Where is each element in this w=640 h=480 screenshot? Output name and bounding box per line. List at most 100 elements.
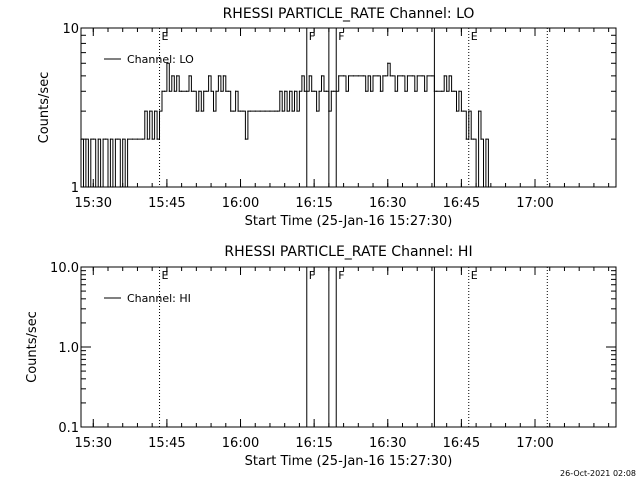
data-point (318, 90, 320, 92)
data-point (254, 110, 256, 112)
x-axis-label: Start Time (25-Jan-16 15:27:30) (245, 454, 453, 469)
data-point (333, 90, 335, 92)
data-point (149, 110, 151, 112)
data-point (220, 90, 222, 92)
y-tick-label: 10.0 (50, 261, 79, 276)
y-tick-label: 0.1 (58, 421, 79, 436)
data-point (131, 138, 134, 140)
data-point (279, 90, 281, 92)
data-point (460, 110, 462, 112)
data-point (156, 138, 158, 140)
data-point (455, 110, 458, 112)
data-point (112, 186, 114, 188)
data-point (190, 90, 193, 92)
data-point (274, 110, 276, 112)
data-point (372, 75, 374, 77)
data-point (146, 138, 148, 140)
data-point (284, 90, 286, 92)
data-point (433, 90, 435, 92)
data-point (308, 75, 310, 77)
legend-label: Channel: HI (127, 292, 191, 305)
data-point (443, 75, 445, 77)
data-point (200, 110, 202, 112)
data-point (298, 90, 301, 92)
data-point (377, 75, 379, 77)
event-marker-label: E (162, 30, 169, 43)
data-point (470, 138, 472, 140)
data-point (367, 75, 369, 77)
data-point (477, 110, 480, 112)
data-point (97, 138, 99, 140)
data-point (389, 75, 391, 77)
data-point (289, 90, 291, 92)
data-point (141, 138, 143, 140)
chart-title: RHESSI PARTICLE_RATE Channel: LO (223, 6, 475, 22)
plot-frame (80, 27, 617, 188)
data-point (347, 75, 350, 77)
data-point (90, 138, 92, 140)
data-point (127, 138, 129, 140)
y-tick-label: 10 (62, 22, 79, 37)
data-point (163, 90, 166, 92)
event-marker-label: F (338, 269, 344, 282)
data-point (210, 90, 212, 92)
data-point (446, 90, 448, 92)
data-point (465, 138, 467, 140)
data-point (269, 110, 271, 112)
data-point (173, 90, 175, 92)
data-point (301, 75, 303, 77)
data-point (352, 75, 355, 77)
legend-label: Channel: LO (127, 53, 194, 66)
data-point (401, 75, 404, 77)
data-point (345, 90, 347, 92)
event-marker-label: F (309, 269, 315, 282)
data-point (171, 75, 173, 77)
x-tick-label: 17:00 (516, 436, 553, 451)
data-point (205, 90, 207, 92)
y-tick-label: 1 (71, 181, 79, 196)
event-marker-label: F (338, 30, 344, 43)
data-point (212, 110, 215, 112)
data-point (487, 186, 489, 188)
data-point (249, 110, 251, 112)
data-point (230, 110, 232, 112)
data-point (122, 138, 124, 140)
data-point (468, 110, 470, 112)
data-point (144, 110, 146, 112)
data-point (458, 90, 460, 92)
data-point (315, 110, 318, 112)
x-tick-label: 16:15 (295, 196, 332, 211)
data-point (193, 90, 195, 92)
data-point (114, 138, 116, 140)
data-point (242, 110, 244, 112)
data-point (404, 90, 406, 92)
data-point (303, 90, 305, 92)
data-point (392, 75, 394, 77)
x-tick-label: 16:30 (369, 196, 406, 211)
panel-lo-channel: RHESSI PARTICLE_RATE Channel: LO 15:30 15:… (37, 6, 617, 229)
data-point (95, 186, 97, 188)
data-point (313, 90, 315, 92)
data-point (225, 90, 227, 92)
y-tick-label: 1.0 (58, 341, 79, 356)
data-point (215, 90, 217, 92)
y-axis-label: Counts/sec (37, 72, 52, 144)
data-point (87, 186, 89, 188)
panel-hi-channel: RHESSI PARTICLE_RATE Channel: HI 15:30 15:… (25, 244, 617, 469)
data-point (426, 75, 428, 77)
data-point (107, 186, 109, 188)
x-tick-label: 16:45 (443, 196, 480, 211)
x-tick-label: 16:45 (443, 436, 480, 451)
data-point (80, 138, 82, 140)
data-point (244, 138, 247, 140)
chart-title: RHESSI PARTICLE_RATE Channel: HI (224, 244, 472, 260)
data-point (102, 138, 104, 140)
data-point (480, 138, 482, 140)
data-point (485, 138, 487, 140)
data-point (323, 90, 325, 92)
data-point (296, 110, 298, 112)
data-point (168, 90, 170, 92)
data-point (198, 90, 200, 92)
event-marker-label: E (471, 269, 478, 282)
